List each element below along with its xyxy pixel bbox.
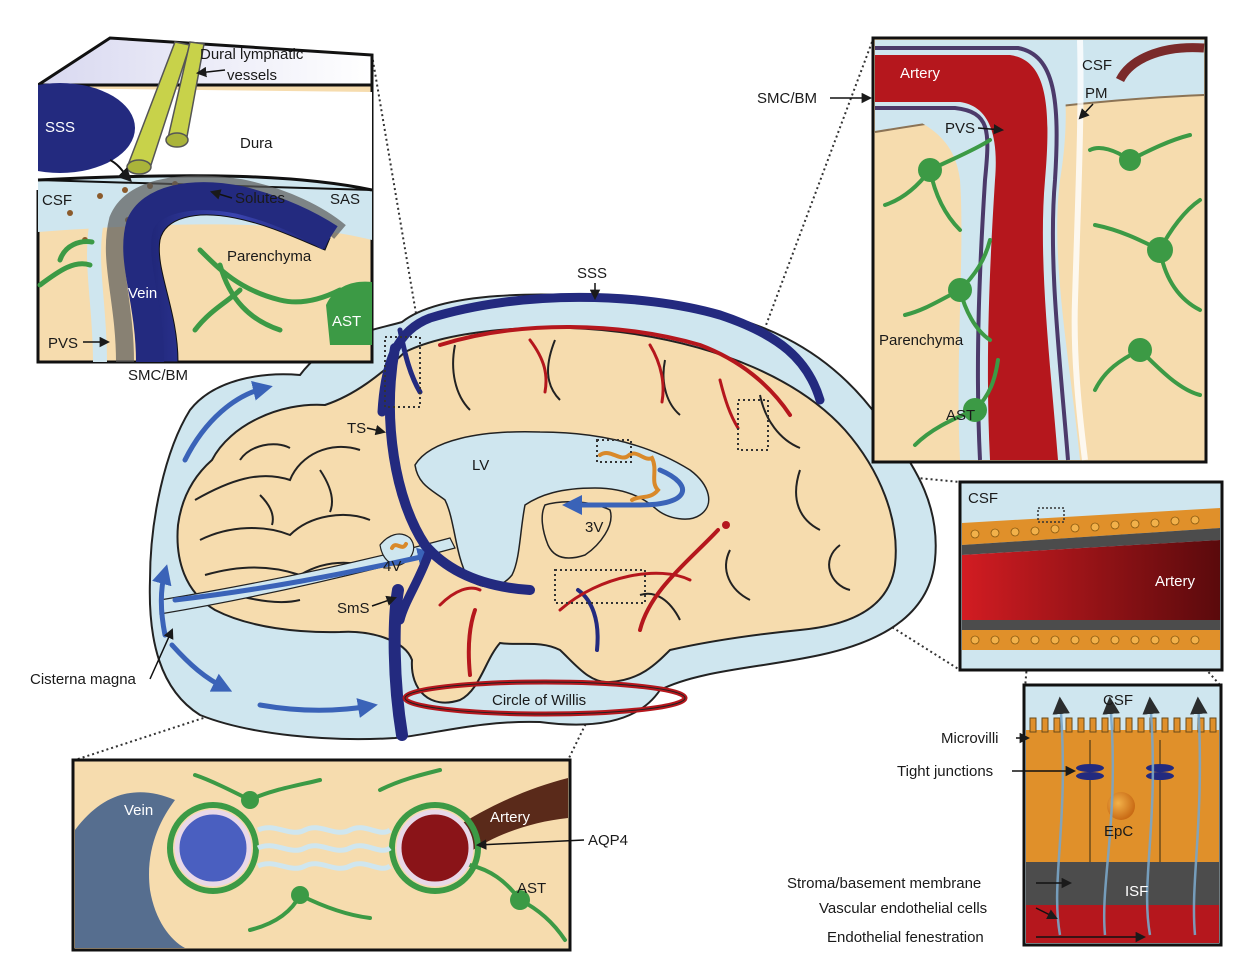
label-solutes: Solutes bbox=[235, 190, 285, 207]
label-cross-vein: Vein bbox=[124, 802, 153, 819]
detail-artery bbox=[875, 55, 1058, 460]
label-circle-of-willis: Circle of Willis bbox=[492, 692, 586, 709]
label-isf: ISF bbox=[1125, 883, 1148, 900]
label-choroid-csf: CSF bbox=[968, 490, 998, 507]
label-sas: SAS bbox=[330, 191, 360, 208]
label-3v: 3V bbox=[585, 519, 603, 536]
artery-detail-panel: Artery CSF SMC/BM PM PVS Parenchyma AST bbox=[757, 36, 1208, 464]
label-choroid-artery: Artery bbox=[1155, 573, 1196, 590]
label-4v: 4V bbox=[383, 558, 401, 575]
csf-waves bbox=[256, 825, 392, 871]
epithelial-cells bbox=[970, 515, 1200, 645]
choroid-panel: CSF Artery bbox=[958, 480, 1224, 672]
label-sms: SmS bbox=[337, 600, 370, 617]
fourth-ventricle-channel bbox=[159, 537, 456, 615]
label-ts: TS bbox=[347, 420, 366, 437]
transverse-sinus bbox=[384, 343, 535, 595]
microvilli bbox=[1029, 717, 1217, 733]
cortex-sulci bbox=[452, 339, 851, 621]
jugular-vein bbox=[388, 584, 408, 741]
label-dura: Dura bbox=[240, 135, 273, 152]
epithelium-panel: CSF Microvilli Tight junctions EpC Strom… bbox=[787, 683, 1223, 947]
dura-panel: Dural lymphatic vessels SSS Dura CSF Sol… bbox=[0, 36, 374, 384]
main-brain-sagittal bbox=[148, 292, 937, 741]
label-microvilli: Microvilli bbox=[941, 730, 999, 747]
lateral-ventricle bbox=[414, 431, 710, 588]
dura-astrocytes bbox=[37, 239, 343, 333]
label-aqp4: AQP4 bbox=[588, 832, 628, 849]
choroid-plexus bbox=[390, 451, 661, 550]
label-dura-parenchyma: Parenchyma bbox=[227, 248, 312, 265]
label-fenestration: Endothelial fenestration bbox=[827, 929, 984, 946]
label-cross-artery: Artery bbox=[490, 809, 531, 826]
label-detail-pvs: PVS bbox=[945, 120, 975, 137]
label-tight-junctions: Tight junctions bbox=[897, 763, 993, 780]
label-lv: LV bbox=[472, 457, 489, 474]
label-cross-ast: AST bbox=[517, 880, 546, 897]
label-epi-csf: CSF bbox=[1103, 692, 1133, 709]
csf-flow-arrows bbox=[152, 380, 685, 718]
label-detail-pm: PM bbox=[1085, 85, 1108, 102]
label-dura-sss: SSS bbox=[45, 119, 75, 136]
label-stroma: Stroma/basement membrane bbox=[787, 875, 981, 892]
cross-artery bbox=[396, 809, 474, 887]
cross-vein bbox=[174, 809, 252, 887]
label-dura-pvs: PVS bbox=[48, 335, 78, 352]
arteries bbox=[438, 325, 792, 677]
label-dura-ast: AST bbox=[332, 313, 361, 330]
selection-boxes bbox=[384, 336, 769, 604]
label-detail-parenchyma: Parenchyma bbox=[879, 332, 964, 349]
dural-lymphatic-vessels bbox=[109, 41, 205, 182]
label-epc: EpC bbox=[1104, 823, 1133, 840]
label-dura-csf: CSF bbox=[42, 192, 72, 209]
label-dural-lymphatic: Dural lymphatic bbox=[200, 46, 304, 63]
label-vessels: vessels bbox=[227, 67, 277, 84]
epc-nucleus bbox=[1107, 792, 1135, 820]
label-cisterna-magna: Cisterna magna bbox=[30, 671, 137, 688]
label-sss: SSS bbox=[577, 265, 607, 282]
label-endothelial: Vascular endothelial cells bbox=[819, 900, 987, 917]
choroid-artery bbox=[962, 540, 1220, 620]
main-labels: SSS TS LV 3V 4V SmS Cisterna magna Circl… bbox=[30, 265, 607, 709]
straight-sinus bbox=[395, 545, 435, 625]
label-detail-artery: Artery bbox=[900, 65, 941, 82]
label-detail-csf: CSF bbox=[1082, 57, 1112, 74]
label-detail-smc-bm: SMC/BM bbox=[757, 90, 817, 107]
label-dura-smc-bm: SMC/BM bbox=[128, 367, 188, 384]
label-dura-vein: Vein bbox=[128, 285, 157, 302]
cross-section-panel: Vein Artery AQP4 AST bbox=[71, 758, 628, 952]
label-detail-ast: AST bbox=[946, 407, 975, 424]
